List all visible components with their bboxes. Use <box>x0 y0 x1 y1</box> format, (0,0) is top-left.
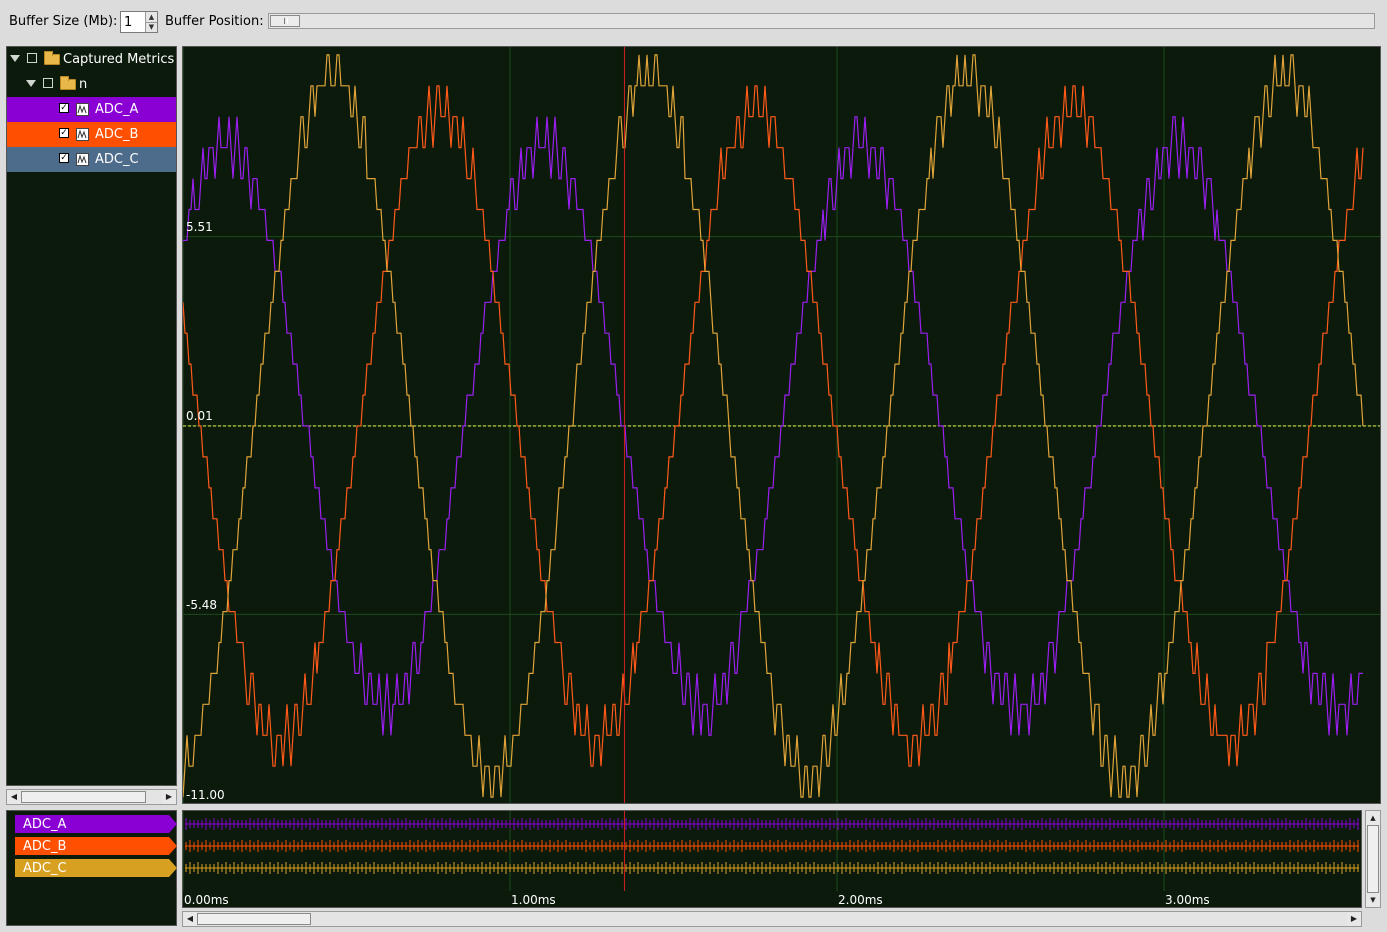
legend-label: ADC_C <box>23 861 67 876</box>
signal-label: ADC_A <box>95 102 139 117</box>
tree-root-label: Captured Metrics <box>63 52 175 67</box>
root-checkbox[interactable] <box>27 53 37 63</box>
series-line-adc-a <box>183 116 1363 736</box>
time-tick-label: 3.00ms <box>1165 893 1210 907</box>
scrollbar-thumb[interactable] <box>21 791 146 803</box>
buffer-size-spinbox[interactable]: 1 ▲ ▼ <box>120 11 158 33</box>
signal-checkbox[interactable]: ✓ <box>59 153 69 163</box>
tree-signal-adc-c[interactable]: ✓ ADC_C <box>7 147 176 172</box>
spin-arrows: ▲ ▼ <box>145 12 157 32</box>
buffer-size-value[interactable]: 1 <box>124 15 133 30</box>
legend-tag-adc-a[interactable]: ADC_A <box>15 815 177 833</box>
tree-horizontal-scrollbar[interactable]: ◀ ▶ <box>6 789 177 805</box>
series-line-adc-c <box>183 54 1364 798</box>
signal-checkbox[interactable]: ✓ <box>59 103 69 113</box>
scroll-right-icon[interactable]: ▶ <box>1347 912 1361 926</box>
legend-tag-tip <box>169 859 177 877</box>
tree-signal-adc-a[interactable]: ✓ ADC_A <box>7 97 176 122</box>
tree-group-label: n <box>79 77 88 92</box>
waveform-icon <box>76 128 89 141</box>
waveform-icon <box>76 103 89 116</box>
legend-tag-tip <box>169 815 177 833</box>
folder-icon <box>44 51 60 65</box>
spin-down-icon[interactable]: ▼ <box>148 23 155 31</box>
expand-arrow-icon[interactable] <box>26 80 36 87</box>
signal-label: ADC_C <box>95 152 139 167</box>
scroll-right-icon[interactable]: ▶ <box>162 790 176 804</box>
legend-tag-body <box>15 815 169 833</box>
scrollbar-thumb[interactable] <box>1367 825 1379 893</box>
folder-icon <box>60 76 76 90</box>
y-tick-label: -11.00 <box>186 788 225 802</box>
legend-label: ADC_A <box>23 817 67 832</box>
scroll-up-icon[interactable]: ▲ <box>1366 811 1380 825</box>
overview-legend: ADC_A ADC_B ADC_C <box>6 810 177 926</box>
legend-tag-body <box>15 837 169 855</box>
group-checkbox[interactable] <box>43 78 53 88</box>
plot-canvas[interactable] <box>183 47 1380 803</box>
tree-signal-adc-b[interactable]: ✓ ADC_B <box>7 122 176 147</box>
spin-up-icon[interactable]: ▲ <box>146 12 157 23</box>
time-tick-label: 1.00ms <box>511 893 556 907</box>
legend-tag-body <box>15 859 169 877</box>
signal-label: ADC_B <box>95 127 139 142</box>
overview-lane-ticks <box>185 818 1359 830</box>
time-horizontal-scrollbar[interactable]: ◀ ▶ <box>182 911 1362 927</box>
overview-lane-ticks <box>185 862 1359 874</box>
toolbar: Buffer Size (Mb): 1 ▲ ▼ Buffer Position: <box>0 0 1387 44</box>
digital-overview[interactable]: 0.00ms 1.00ms 2.00ms 3.00ms <box>182 810 1362 908</box>
buffer-size-label: Buffer Size (Mb): <box>9 14 118 29</box>
scroll-down-icon[interactable]: ▼ <box>1366 893 1380 907</box>
tree-group-row[interactable]: n <box>7 72 176 97</box>
legend-label: ADC_B <box>23 839 67 854</box>
waveform-icon <box>76 153 89 166</box>
overview-lane-ticks <box>185 840 1359 852</box>
signal-checkbox[interactable]: ✓ <box>59 128 69 138</box>
buffer-position-handle[interactable] <box>270 15 300 27</box>
legend-tag-tip <box>169 837 177 855</box>
y-tick-label: 0.01 <box>186 409 213 423</box>
buffer-position-label: Buffer Position: <box>165 14 264 29</box>
time-tick-label: 2.00ms <box>838 893 883 907</box>
expand-arrow-icon[interactable] <box>10 55 20 62</box>
legend-tag-adc-c[interactable]: ADC_C <box>15 859 177 877</box>
y-tick-label: 5.51 <box>186 220 213 234</box>
legend-tag-adc-b[interactable]: ADC_B <box>15 837 177 855</box>
scroll-left-icon[interactable]: ◀ <box>7 790 21 804</box>
buffer-position-slider[interactable] <box>268 13 1375 29</box>
waveform-plot[interactable]: 5.51 0.01 -5.48 -11.00 <box>182 46 1381 804</box>
metrics-tree: Captured Metrics n ✓ ADC_A ✓ ADC_B ✓ ADC… <box>6 46 177 786</box>
scrollbar-thumb[interactable] <box>197 913 311 925</box>
overview-vertical-scrollbar[interactable]: ▲ ▼ <box>1365 810 1381 908</box>
series-line-adc-b <box>183 85 1364 767</box>
time-tick-label: 0.00ms <box>184 893 229 907</box>
scroll-left-icon[interactable]: ◀ <box>183 912 197 926</box>
tree-root-row[interactable]: Captured Metrics <box>7 47 176 72</box>
y-tick-label: -5.48 <box>186 598 218 612</box>
overview-canvas[interactable] <box>183 811 1361 907</box>
